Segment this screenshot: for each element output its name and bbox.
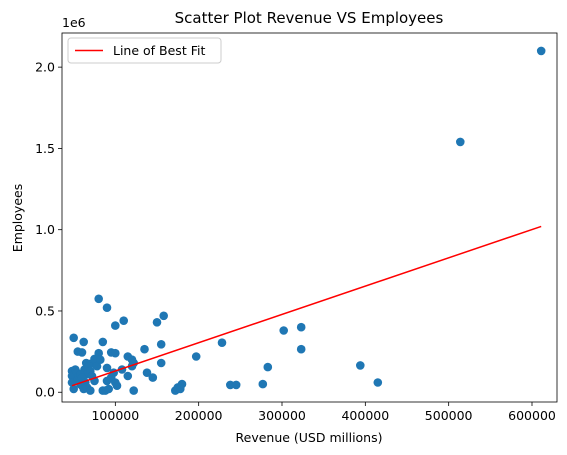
scatter-point [152, 318, 162, 327]
scatter-point [191, 352, 201, 361]
legend: Line of Best Fit [67, 37, 222, 64]
y-axis: 0.0 0.5 1.0 1.5 2.0 [35, 60, 62, 400]
scatter-point [296, 344, 306, 354]
scatter-point [142, 368, 152, 378]
scatter-point [98, 337, 108, 347]
scatter-point [456, 137, 465, 147]
y-tick-label: 1.5 [35, 141, 55, 156]
x-tick-label: 500000 [425, 408, 473, 423]
scatter-point [263, 362, 273, 372]
scatter-point [111, 321, 120, 330]
x-tick-label: 600000 [508, 408, 556, 423]
x-axis-label: Revenue (USD millions) [236, 430, 383, 445]
scatter-point [258, 379, 268, 389]
plot-area [67, 46, 546, 395]
scatter-point [148, 373, 158, 382]
scatter-point [356, 361, 365, 370]
legend-entry: Line of Best Fit [113, 43, 205, 58]
y-tick-label: 1.0 [35, 222, 55, 237]
y-offset-text: 1e6 [62, 15, 86, 30]
scatter-point [96, 355, 105, 365]
scatter-point [94, 294, 103, 304]
scatter-point [104, 384, 113, 394]
scatter-point [296, 322, 306, 332]
scatter-point [217, 338, 227, 348]
y-tick-label: 2.0 [35, 60, 55, 75]
x-tick-label: 100000 [91, 408, 139, 423]
scatter-point [111, 348, 120, 358]
scatter-point [94, 348, 103, 358]
x-tick-label: 200000 [175, 408, 223, 423]
y-tick-label: 0.0 [35, 385, 55, 400]
scatter-point [231, 380, 241, 390]
legend-box [67, 37, 222, 64]
scatter-point [140, 344, 149, 354]
scatter-point [536, 46, 546, 56]
scatter-point [86, 386, 95, 395]
scatter-point [111, 378, 120, 387]
best-fit-line [71, 225, 542, 387]
scatter-point [123, 371, 133, 381]
x-axis: 100000 200000 300000 400000 500000 600000 [91, 402, 556, 423]
y-tick-label: 0.5 [35, 303, 55, 318]
scatter-point [156, 340, 166, 349]
scatter-point [69, 384, 78, 394]
scatter-point [156, 358, 166, 368]
scatter-point [373, 378, 383, 387]
plot-frame [61, 32, 558, 403]
scatter-point [177, 379, 187, 389]
y-axis-label: Employees [10, 184, 25, 252]
scatter-point [92, 361, 102, 371]
chart-title: Scatter Plot Revenue VS Employees [175, 9, 444, 27]
scatter-point [77, 348, 87, 357]
scatter-point [69, 333, 78, 343]
scatter-point [102, 363, 112, 373]
scatter-point [129, 386, 138, 395]
scatter-point [159, 311, 168, 321]
x-tick-label: 400000 [341, 408, 389, 423]
scatter-point [279, 326, 289, 335]
scatter-point [119, 316, 128, 326]
scatter-point [226, 380, 235, 390]
scatter-point [79, 337, 88, 347]
x-tick-label: 300000 [258, 408, 306, 423]
scatter-point [102, 303, 112, 313]
